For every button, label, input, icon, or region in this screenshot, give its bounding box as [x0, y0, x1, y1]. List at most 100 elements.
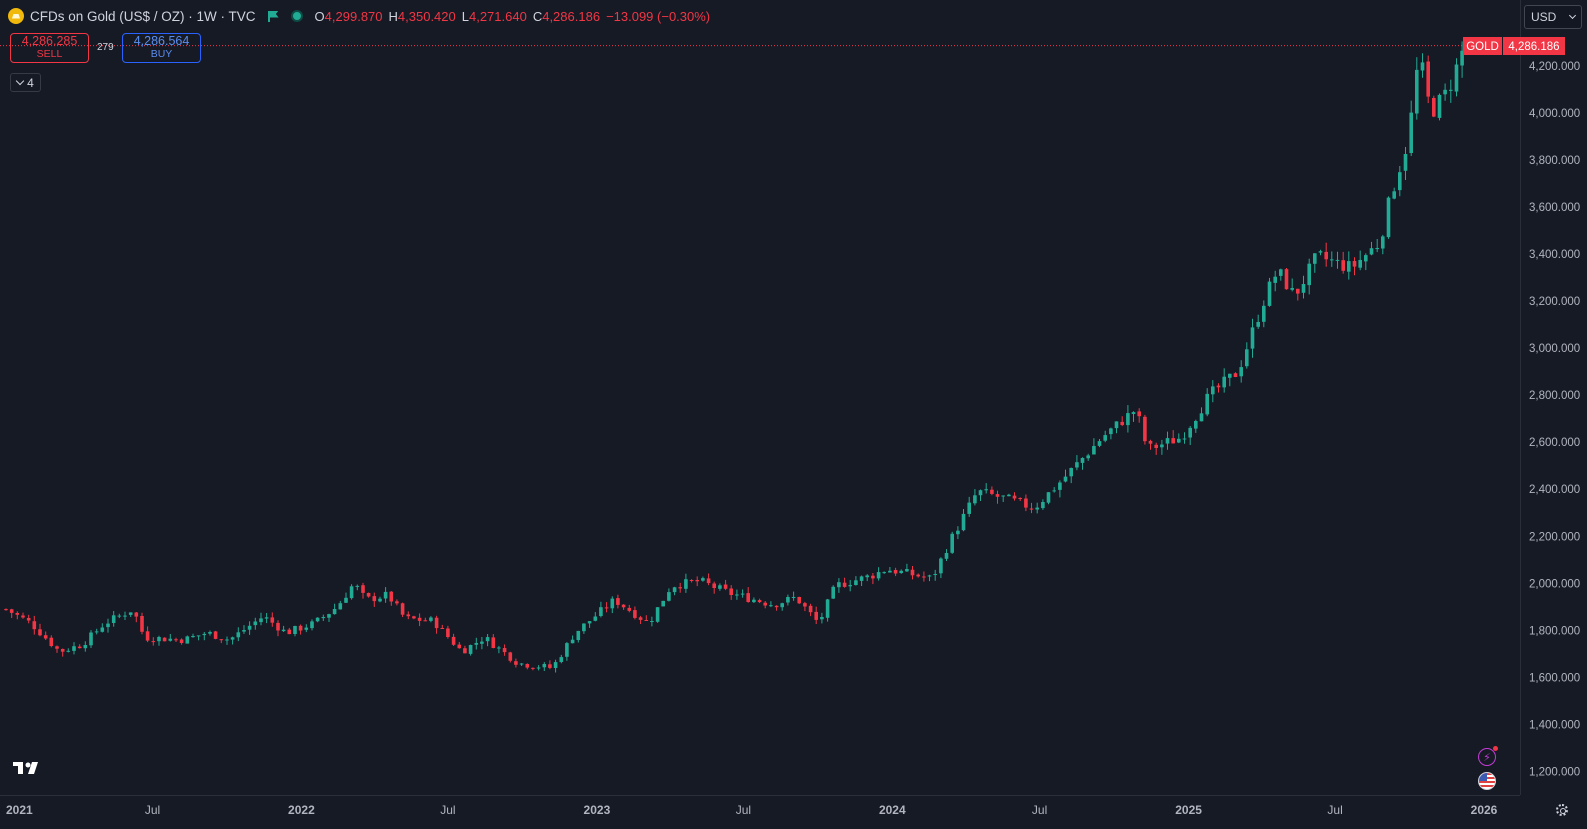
- buy-button[interactable]: 4,286.564 BUY: [122, 33, 201, 63]
- candle-body: [468, 645, 473, 654]
- candle-body: [26, 618, 31, 621]
- candle-body: [355, 585, 360, 587]
- candle-body: [298, 625, 303, 631]
- candle-body: [1290, 288, 1294, 290]
- candle-body: [1392, 191, 1396, 199]
- candle-body: [349, 586, 354, 599]
- candle-body: [916, 574, 920, 577]
- candle-body: [910, 569, 915, 576]
- candle-body: [882, 572, 886, 574]
- symbol-title[interactable]: CFDs on Gold (US$ / OZ) · 1W · TVC: [30, 8, 256, 24]
- candle-body: [763, 602, 767, 606]
- change-value: −13.099 (−0.30%): [606, 8, 711, 24]
- candle-body: [1335, 259, 1340, 261]
- candle-body: [111, 615, 116, 623]
- price-chart[interactable]: [0, 0, 1520, 795]
- candle-body: [995, 494, 1000, 497]
- candle-body: [434, 617, 439, 629]
- candle-body: [672, 587, 677, 593]
- candle-body: [321, 617, 326, 619]
- candle-body: [593, 616, 598, 621]
- candle-body: [1199, 413, 1204, 422]
- bolt-icon[interactable]: ⚡: [1478, 746, 1498, 766]
- candle-body: [168, 638, 173, 641]
- candle-body: [457, 644, 462, 649]
- candle-body: [1103, 435, 1107, 441]
- candle-body: [627, 607, 632, 611]
- candle-body: [559, 657, 564, 662]
- buy-price: 4,286.564: [133, 34, 190, 48]
- candle-body: [253, 621, 258, 626]
- candle-body: [72, 646, 76, 651]
- candle-body: [1228, 373, 1232, 378]
- candle-body: [100, 627, 105, 632]
- sell-label: SELL: [36, 48, 63, 60]
- candle-body: [1398, 172, 1402, 191]
- candle-body: [94, 631, 99, 633]
- candle-body: [55, 646, 59, 649]
- candle-body: [1432, 98, 1436, 117]
- candle-body: [706, 578, 711, 584]
- candle-body: [242, 630, 246, 632]
- candle-body: [927, 575, 932, 577]
- flag-icon[interactable]: [267, 10, 279, 22]
- candle-body: [644, 620, 649, 621]
- price-tick-label: 2,600.000: [1529, 437, 1580, 449]
- time-axis[interactable]: 2021 Jul 2022 Jul 2023 Jul 2024 Jul 2025 Jul 2026: [0, 795, 1520, 824]
- candle-body: [1460, 50, 1464, 66]
- candle-body: [1182, 438, 1187, 440]
- candle-body: [1165, 438, 1170, 444]
- candle-body: [1126, 413, 1130, 426]
- candle-body: [939, 558, 943, 574]
- candle-body: [106, 623, 110, 628]
- candle-body: [780, 603, 784, 608]
- candle-body: [315, 617, 320, 622]
- candle-body: [1273, 276, 1277, 283]
- candle-body: [338, 603, 343, 610]
- candle-body: [366, 593, 371, 597]
- time-tick-label: Jul: [145, 803, 160, 817]
- candle-body: [1075, 462, 1079, 468]
- currency-select[interactable]: USD: [1524, 5, 1582, 29]
- candle-body: [4, 609, 8, 611]
- status-dot-icon[interactable]: [290, 10, 303, 22]
- gold-logo-icon[interactable]: [8, 8, 24, 24]
- candle-body: [1239, 367, 1243, 377]
- candle-body: [162, 637, 167, 642]
- candle-body: [1381, 236, 1385, 249]
- candle-body: [1245, 349, 1249, 367]
- candle-body: [1313, 253, 1317, 264]
- candle-body: [797, 597, 801, 604]
- candle-body: [1046, 492, 1051, 503]
- candle-body: [899, 570, 903, 573]
- candle-body: [145, 631, 150, 641]
- settings-icon[interactable]: [1556, 804, 1568, 816]
- candle-body: [514, 661, 518, 665]
- indicators-count: 4: [27, 75, 34, 90]
- indicators-toggle-button[interactable]: 4: [10, 73, 41, 92]
- candle-body: [553, 662, 558, 668]
- candle-body: [774, 605, 779, 608]
- tradingview-logo-icon[interactable]: [13, 760, 45, 776]
- candle-body: [1358, 260, 1362, 268]
- candle-body: [463, 648, 467, 654]
- us-flag-icon[interactable]: [1478, 772, 1496, 790]
- candle-body: [1211, 386, 1215, 395]
- candle-body: [831, 586, 835, 599]
- candle-body: [89, 632, 93, 646]
- candle-body: [536, 667, 541, 669]
- candle-body: [1216, 385, 1221, 388]
- sell-button[interactable]: 4,286.285 SELL: [10, 33, 89, 63]
- candle-body: [1222, 376, 1226, 388]
- price-axis[interactable]: 1,200.000 1,400.000 1,600.000 1,800.000 2,00…: [1520, 0, 1587, 795]
- time-tick-label: Jul: [1327, 803, 1342, 817]
- candle-body: [185, 636, 190, 644]
- candle-body: [406, 614, 411, 617]
- candle-body: [440, 628, 445, 629]
- candle-body: [174, 639, 178, 641]
- candle-body: [604, 607, 609, 609]
- candle-body: [1120, 421, 1124, 425]
- price-tick-label: 3,000.000: [1529, 343, 1580, 355]
- price-tick-label: 1,400.000: [1529, 719, 1580, 731]
- candle-body: [820, 617, 824, 620]
